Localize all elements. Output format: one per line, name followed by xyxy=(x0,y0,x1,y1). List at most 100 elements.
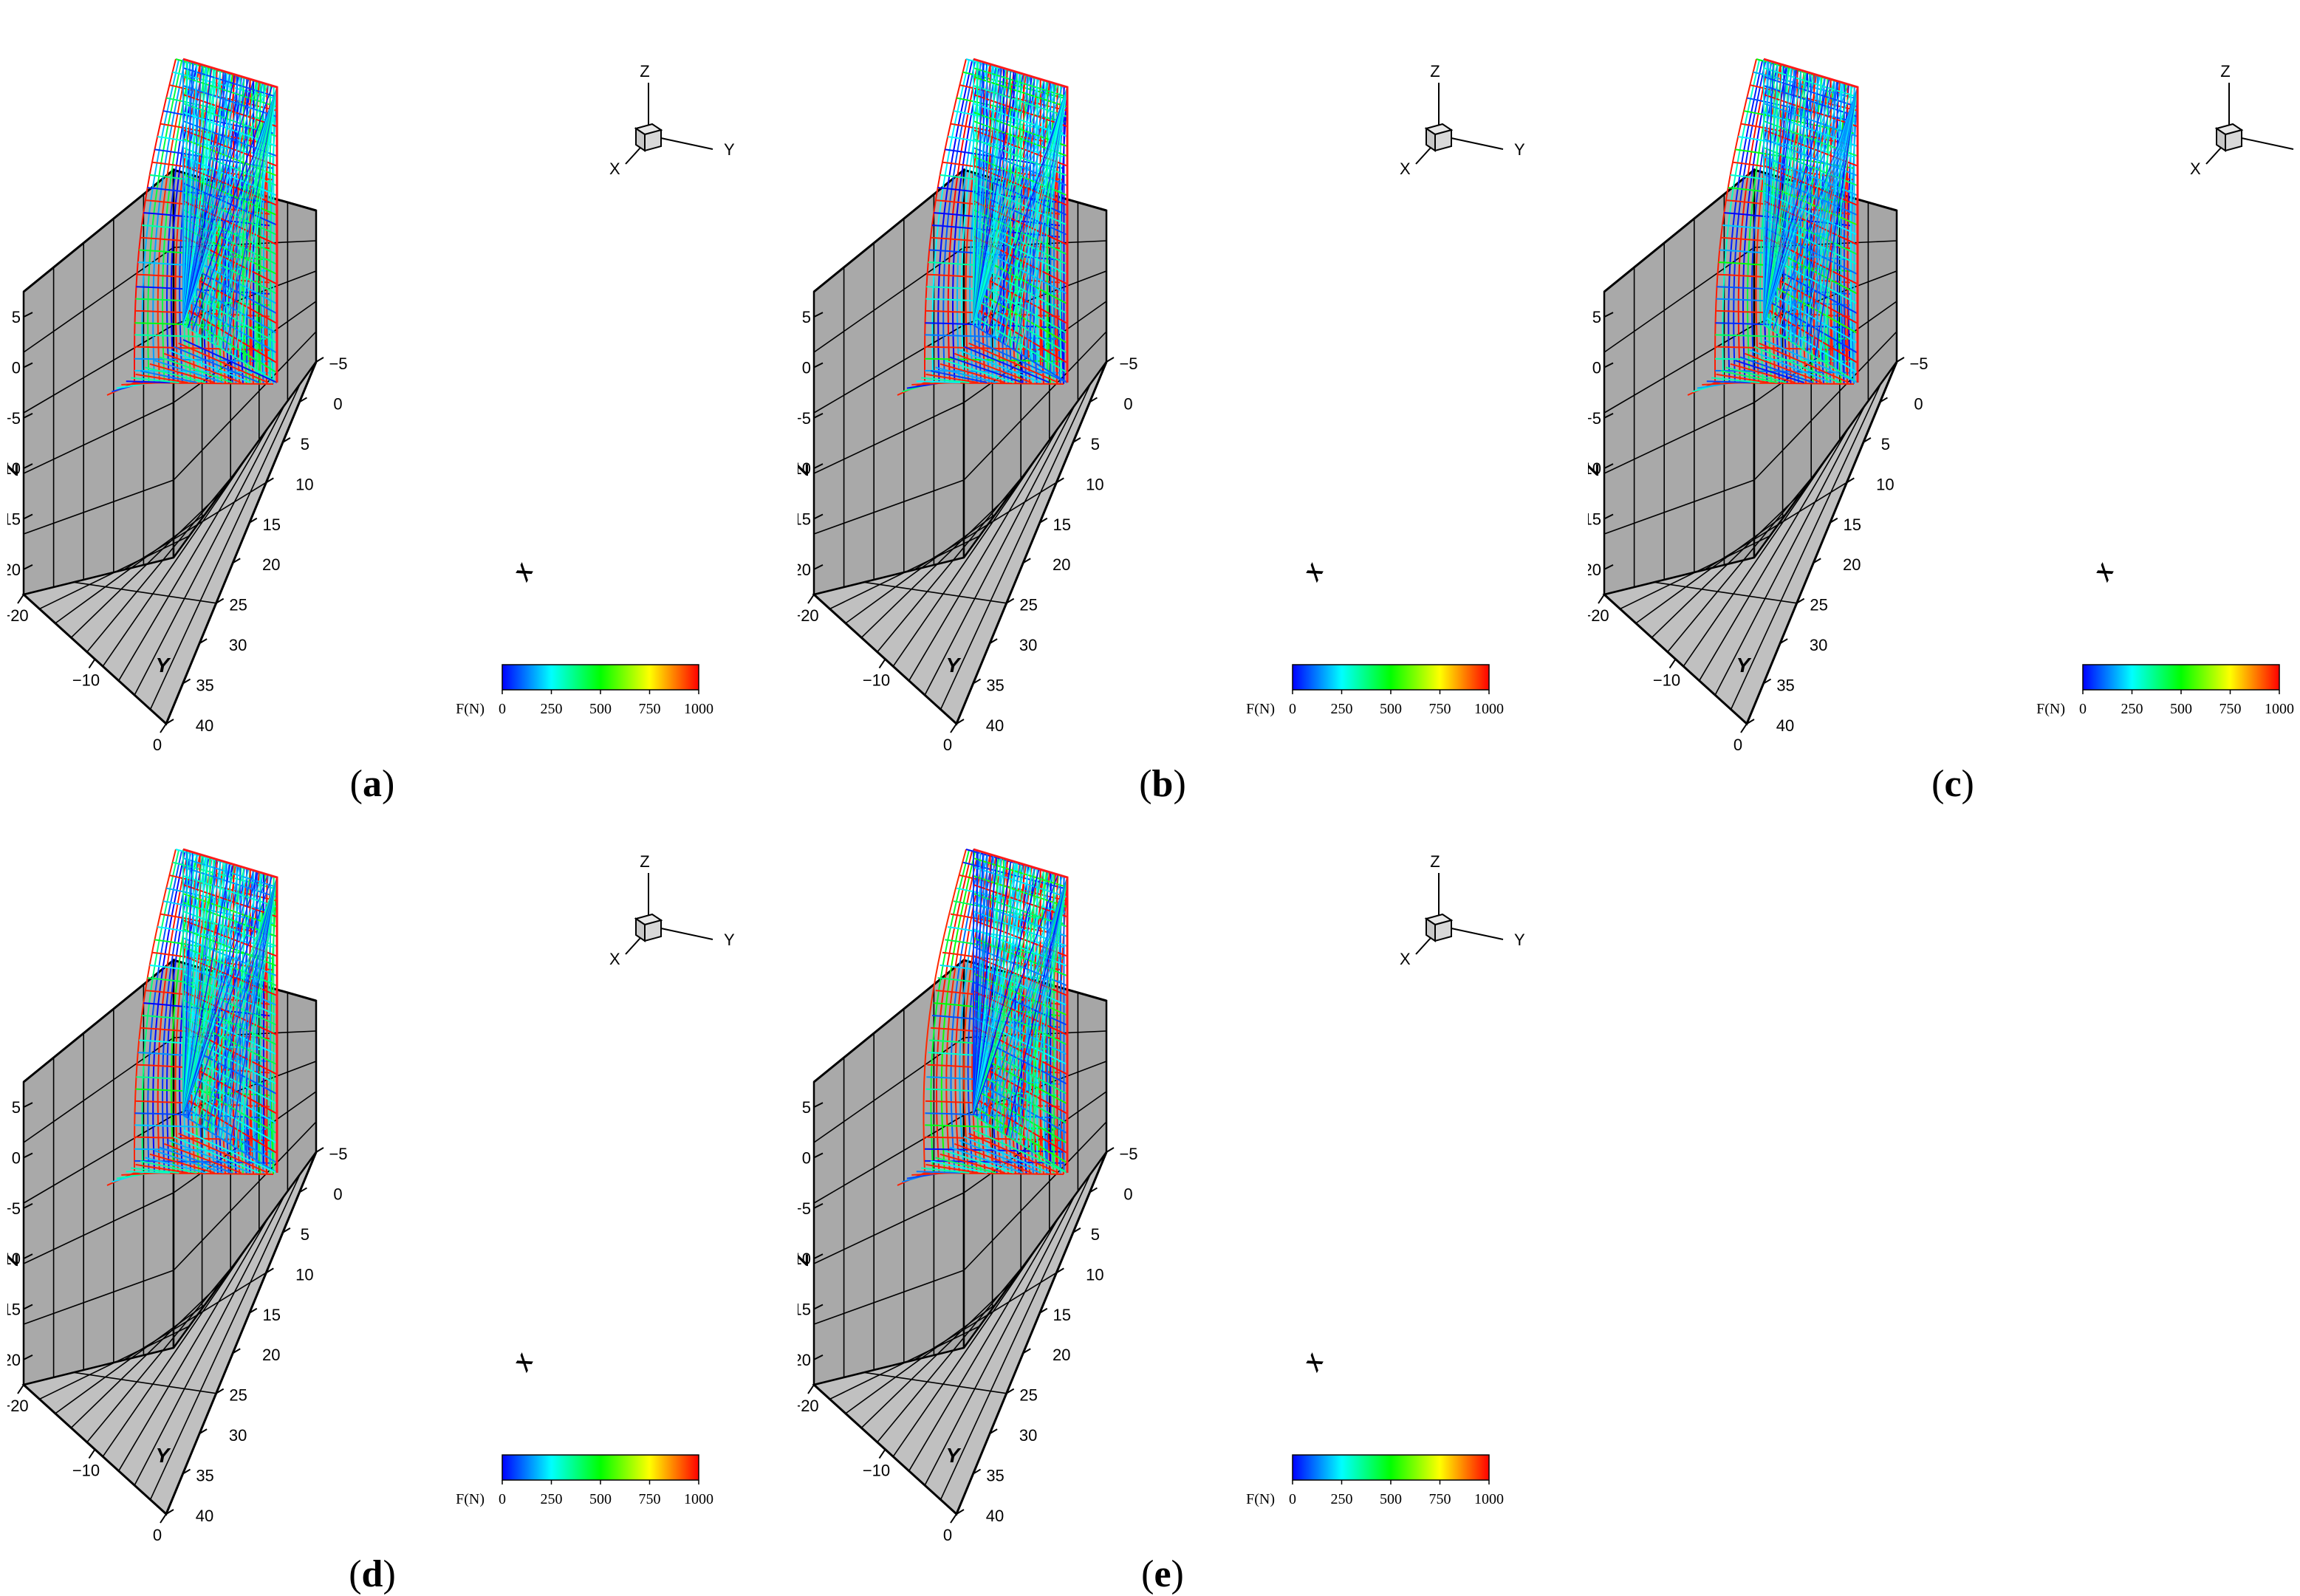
mesh-line xyxy=(182,339,278,383)
z-tick-label: 5 xyxy=(12,308,21,326)
caption-a: (a) xyxy=(349,763,395,805)
mesh-line xyxy=(135,298,271,306)
y-tick xyxy=(878,1448,886,1459)
mesh-line xyxy=(925,373,979,383)
mesh-line xyxy=(1715,322,1852,329)
triad-z-label: Z xyxy=(2220,62,2230,81)
x-tick-label: 10 xyxy=(1086,1265,1103,1284)
mesh-line xyxy=(134,1112,272,1119)
z-tick xyxy=(1604,362,1614,369)
z-tick xyxy=(813,412,824,419)
mesh-line xyxy=(973,67,1068,98)
mesh-line xyxy=(1015,877,1068,1142)
z-tick xyxy=(813,362,824,369)
x-tick-label: 30 xyxy=(229,1426,247,1445)
wireframe-mesh xyxy=(106,58,278,396)
mesh-line xyxy=(947,136,1064,158)
orientation-triad: Z Y X xyxy=(609,62,735,178)
z-tick-label: −10 xyxy=(798,1250,811,1268)
x-tick-label: −5 xyxy=(329,1145,347,1163)
mesh-line xyxy=(973,1106,1068,1164)
mesh-line xyxy=(973,1129,1068,1174)
mesh-line xyxy=(1763,83,1849,326)
mesh-line xyxy=(1782,86,1858,337)
mesh-line xyxy=(973,83,1058,326)
grid-line xyxy=(939,383,1092,710)
mesh-line xyxy=(182,70,222,326)
grid-line xyxy=(1667,470,1818,653)
colorbar-tick-label: 0 xyxy=(2079,701,2087,717)
mesh-line xyxy=(234,877,278,1148)
mesh-line xyxy=(182,85,278,117)
mesh-line xyxy=(182,864,236,1116)
grid-line xyxy=(877,470,1028,653)
mesh-line xyxy=(1763,80,1835,326)
grid-line xyxy=(70,1282,222,1428)
mesh-line xyxy=(168,1140,251,1174)
x-tick xyxy=(165,719,174,725)
mesh-line xyxy=(973,182,1068,226)
mesh-line xyxy=(229,877,278,1145)
mesh-line xyxy=(159,356,233,383)
grid-line xyxy=(134,405,285,696)
mesh-line xyxy=(163,352,242,383)
mesh-line xyxy=(973,869,1040,1116)
x-tick xyxy=(249,517,258,524)
x-tick xyxy=(1089,1187,1098,1193)
mesh-line xyxy=(1763,64,1784,326)
mesh-line xyxy=(973,973,1068,1016)
y-tick-label: −20 xyxy=(7,606,29,625)
plot-d: 5 0 −5 −10 −15 −20 Z −20 −10 0 Y −5 0 5 10 15 20 25 30 35 40… xyxy=(7,848,735,1544)
y-tick xyxy=(1598,594,1605,604)
grid-line xyxy=(813,1114,965,1204)
z-tick xyxy=(23,1102,33,1109)
grid-line xyxy=(1703,482,1847,571)
x-tick-label: 25 xyxy=(1019,1386,1037,1405)
mesh-line xyxy=(206,877,278,1130)
z-tick xyxy=(1604,412,1614,419)
x-tick xyxy=(298,1187,307,1193)
mesh-line xyxy=(182,1017,278,1066)
z-tick-label: −5 xyxy=(1588,409,1601,428)
mesh-line xyxy=(939,363,1005,383)
mesh-line xyxy=(973,85,1068,117)
colorbar-tick-label: 1000 xyxy=(684,1491,713,1507)
mesh-line xyxy=(182,1097,278,1154)
mesh-line xyxy=(1791,86,1858,343)
mesh-line xyxy=(1773,86,1858,332)
mesh-line xyxy=(178,342,269,383)
triad-cube-right xyxy=(644,129,662,152)
y-axis: −20 −10 0 Y xyxy=(1588,594,1752,753)
z-tick-label: 0 xyxy=(802,1149,811,1168)
grid-line xyxy=(149,1174,301,1500)
x-tick-label: 20 xyxy=(1053,555,1070,574)
z-tick xyxy=(23,362,33,369)
mesh-line xyxy=(182,1106,278,1164)
z-tick-label: −20 xyxy=(798,1351,811,1369)
mesh-line xyxy=(229,86,278,355)
z-axis-label: Z xyxy=(7,1253,22,1267)
mesh-line xyxy=(149,1153,215,1174)
grid-line xyxy=(813,247,965,353)
grid-line xyxy=(1651,492,1802,638)
z-tick xyxy=(813,1152,824,1159)
orientation-triad: Z Y X xyxy=(609,852,735,968)
z-tick-label: −20 xyxy=(7,561,21,579)
mesh-line xyxy=(1777,86,1858,334)
x-tick xyxy=(315,357,324,363)
x-axis-label: X xyxy=(510,1349,538,1375)
colorbar: 0 250 500 750 1000 F(N) xyxy=(456,1454,713,1507)
z-tick xyxy=(23,312,33,318)
mesh-line xyxy=(1019,877,1068,1145)
mesh-line xyxy=(973,866,1030,1116)
colorbar-tick-label: 500 xyxy=(1380,1491,1402,1507)
mesh-line xyxy=(1815,86,1858,357)
y-tick-label: −10 xyxy=(72,1462,100,1480)
plot-b: 5 0 −5 −10 −15 −20 Z −20 −10 0 Y −5 0 5 10 15 20 25 30 35 40… xyxy=(798,58,1525,753)
grid-line xyxy=(813,402,965,474)
mesh-line xyxy=(182,1026,278,1075)
mesh-line xyxy=(182,870,254,1116)
mesh-line xyxy=(182,884,278,918)
mesh-line xyxy=(134,322,272,329)
grid-line xyxy=(908,1216,1060,1472)
